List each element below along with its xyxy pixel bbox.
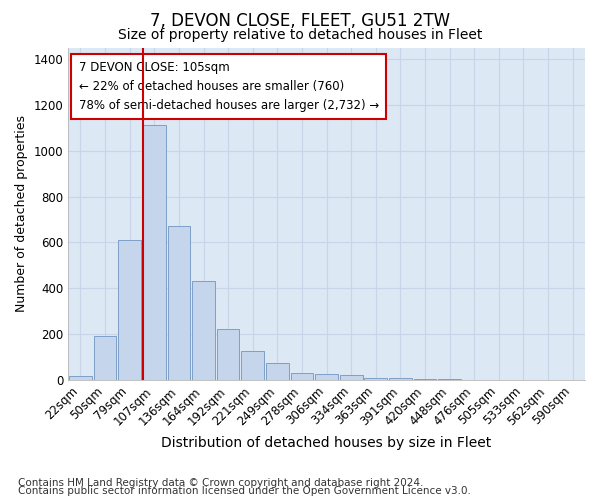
Bar (241, 352, 264, 380)
Bar (69, 376, 92, 380)
Bar (290, 373, 313, 380)
Bar (118, 240, 141, 380)
Bar (94, 336, 116, 380)
Text: Contains HM Land Registry data © Crown copyright and database right 2024.: Contains HM Land Registry data © Crown c… (18, 478, 424, 488)
Text: Contains public sector information licensed under the Open Government Licence v3: Contains public sector information licen… (18, 486, 471, 496)
Text: Size of property relative to detached houses in Fleet: Size of property relative to detached ho… (118, 28, 482, 42)
X-axis label: Distribution of detached houses by size in Fleet: Distribution of detached houses by size … (161, 436, 492, 450)
Bar (364, 378, 387, 380)
Text: 7, DEVON CLOSE, FLEET, GU51 2TW: 7, DEVON CLOSE, FLEET, GU51 2TW (150, 12, 450, 30)
Bar (266, 362, 289, 380)
Bar (340, 376, 362, 380)
Bar (143, 126, 166, 380)
Bar (192, 282, 215, 380)
Text: 7 DEVON CLOSE: 105sqm
← 22% of detached houses are smaller (760)
78% of semi-det: 7 DEVON CLOSE: 105sqm ← 22% of detached … (79, 61, 379, 112)
Bar (315, 374, 338, 380)
Bar (439, 379, 461, 380)
Bar (217, 330, 239, 380)
Y-axis label: Number of detached properties: Number of detached properties (15, 115, 28, 312)
Bar (414, 379, 436, 380)
Bar (167, 226, 190, 380)
Bar (389, 378, 412, 380)
